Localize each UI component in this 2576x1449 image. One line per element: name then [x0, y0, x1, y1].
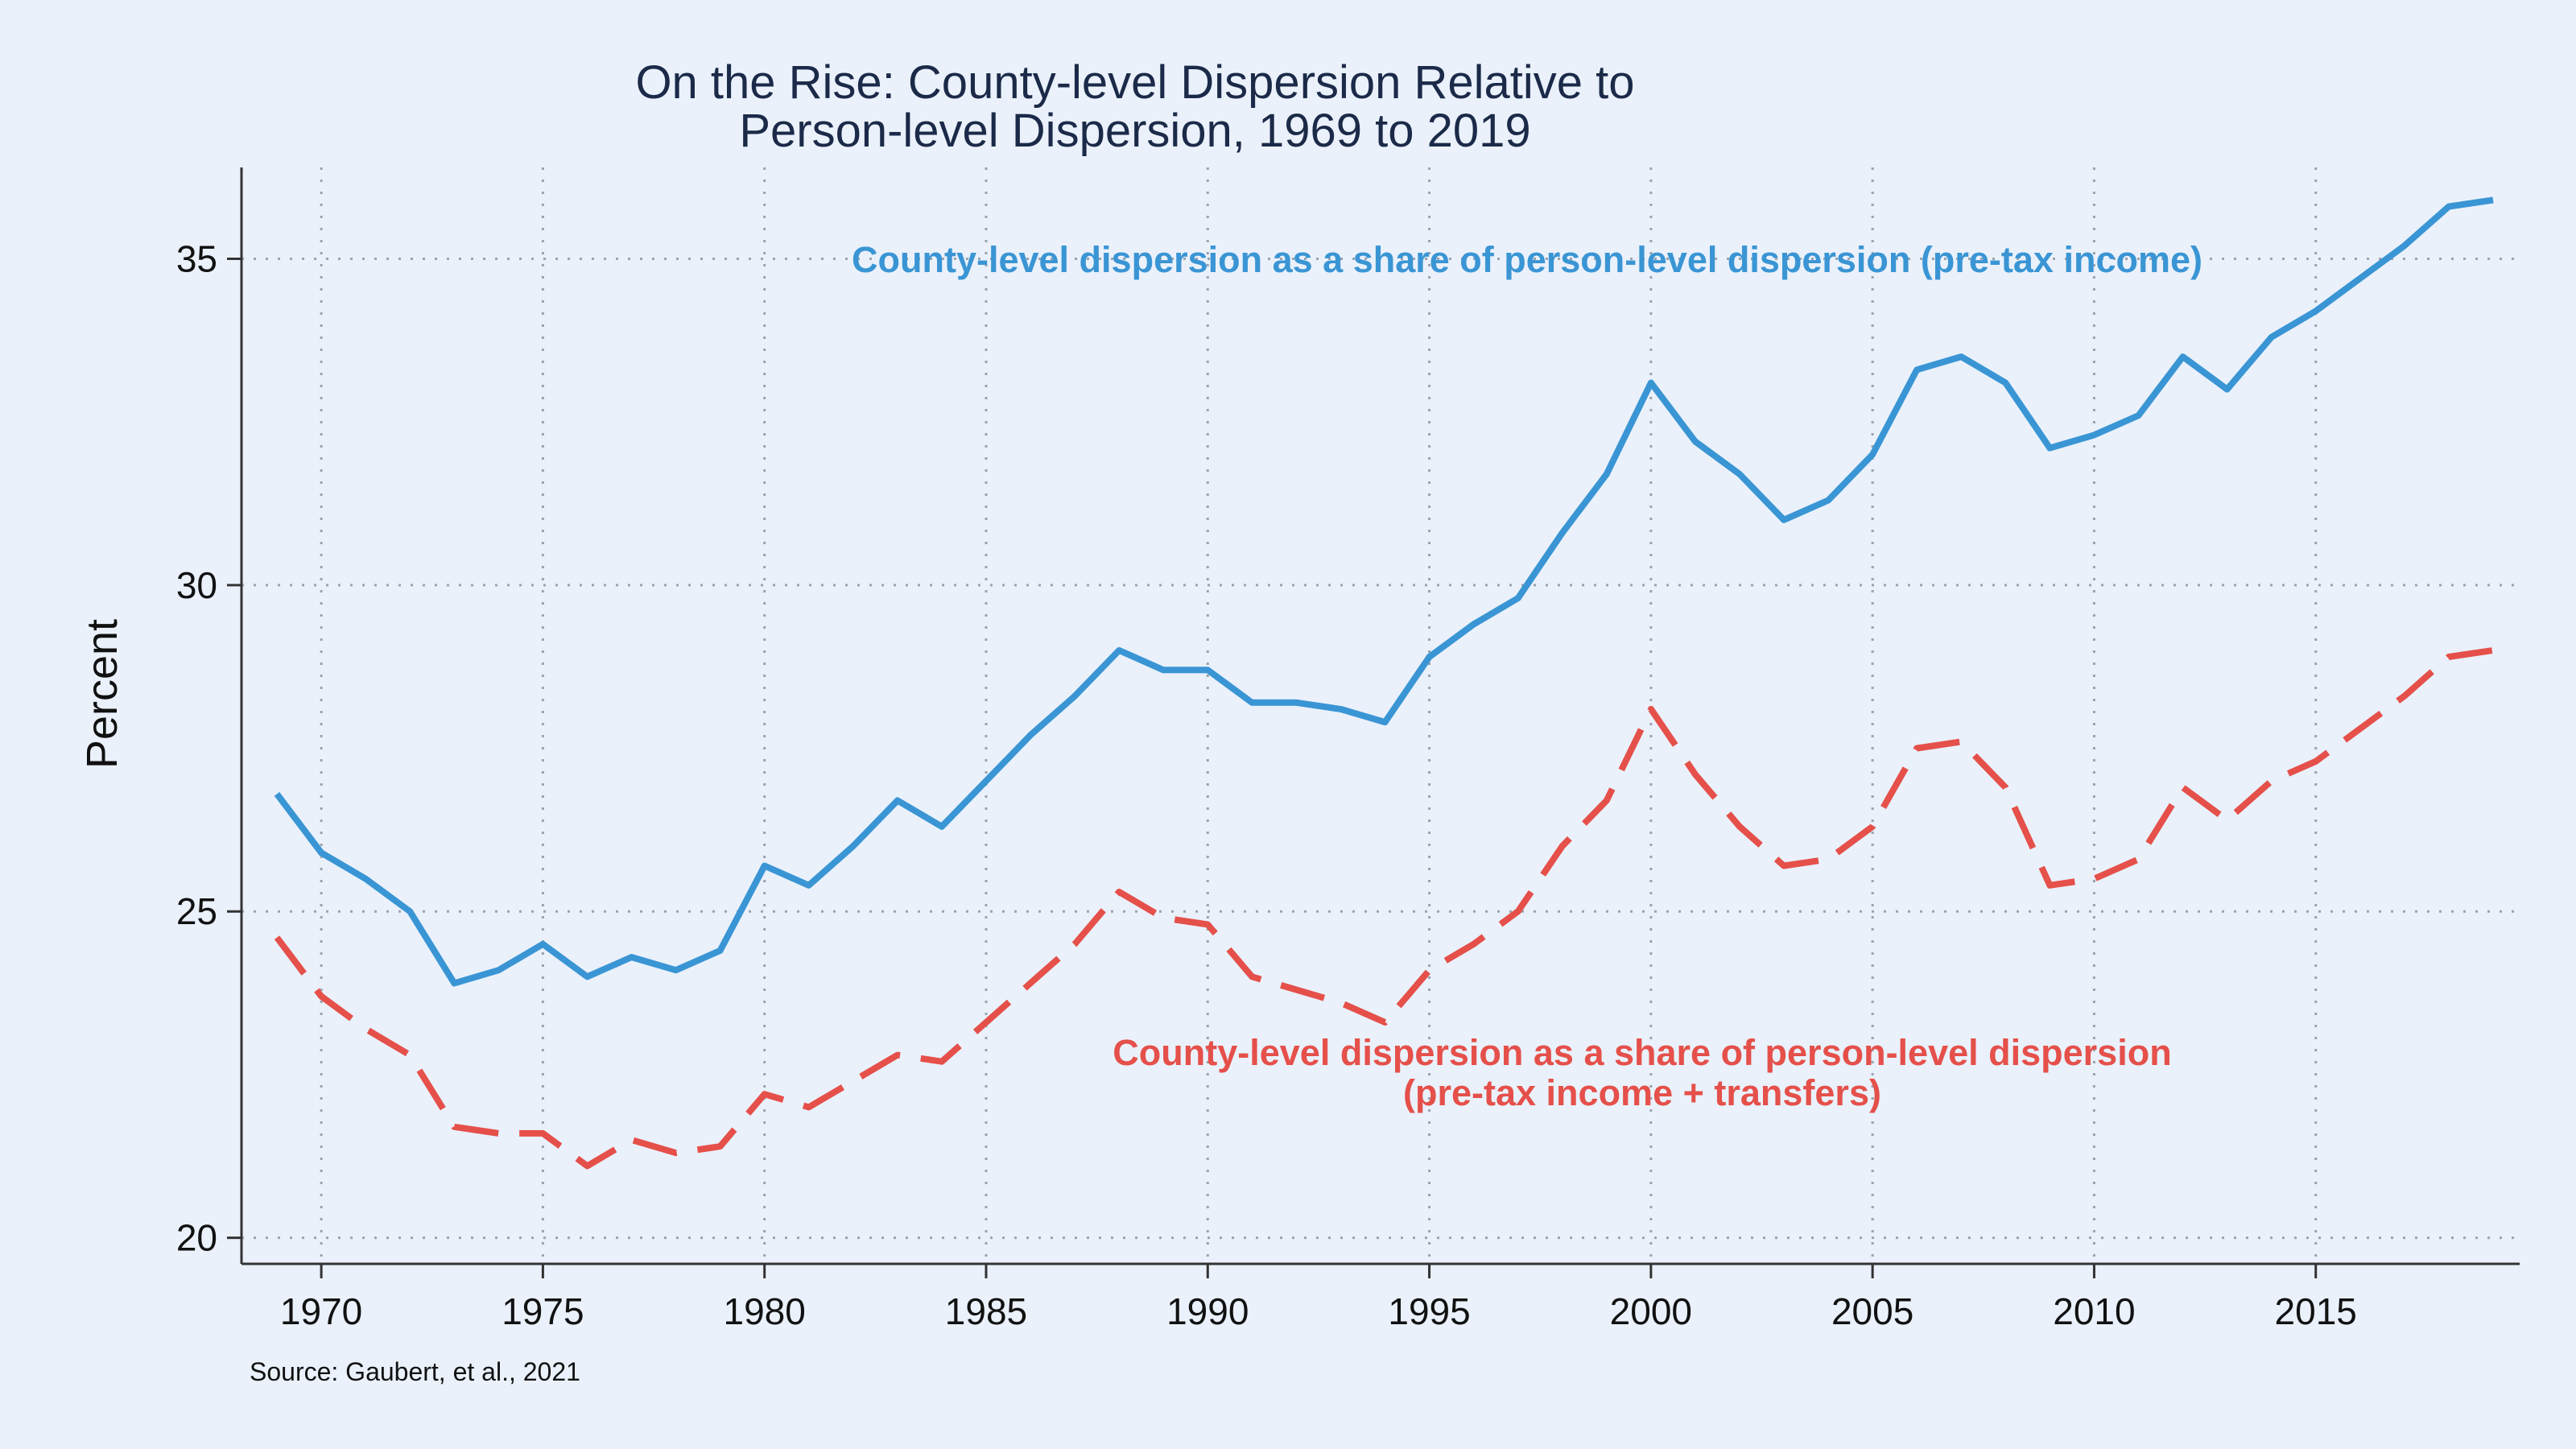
tick-layer: 20 25 30 35 1970 1975 1980 1985 1990 1995 2000 2005…	[176, 238, 2357, 1333]
x-tick-label: 2010	[2053, 1290, 2135, 1332]
y-tick-label: 25	[176, 890, 217, 932]
x-tick-label: 2015	[2275, 1290, 2357, 1332]
axis-layer	[240, 167, 2520, 1265]
x-tick-label: 1995	[1388, 1290, 1470, 1332]
x-tick-label: 2000	[1610, 1290, 1692, 1332]
pretax-income-line	[274, 196, 2494, 987]
source-note: Source: Gaubert, et al., 2021	[250, 1357, 580, 1386]
chart-title-line-1: On the Rise: County-level Dispersion Rel…	[635, 56, 1634, 109]
x-tick-label: 1985	[945, 1290, 1027, 1332]
y-tick-label: 35	[176, 238, 217, 280]
x-tick-label: 1975	[502, 1290, 584, 1332]
chart-title: On the Rise: County-level Dispersion Rel…	[635, 56, 1634, 157]
x-tick-label: 1970	[280, 1290, 362, 1332]
y-tick-label: 30	[176, 564, 217, 606]
pretax-series-annotation: County-level dispersion as a share of pe…	[852, 239, 2202, 280]
chart-title-line-2: Person-level Dispersion, 1969 to 2019	[739, 105, 1530, 157]
grid-layer	[242, 167, 2520, 1264]
pretax-plus-transfers-line	[274, 646, 2494, 1170]
y-axis-label: Percent	[78, 619, 126, 769]
transfers-series-annotation-line-2: (pre-tax income + transfers)	[1403, 1072, 1881, 1113]
x-tick-label: 2005	[1831, 1290, 1913, 1332]
x-tick-label: 1990	[1166, 1290, 1249, 1332]
y-tick-label: 20	[176, 1217, 217, 1259]
transfers-series-annotation-line-1: County-level dispersion as a share of pe…	[1113, 1032, 2171, 1073]
x-tick-label: 1980	[724, 1290, 806, 1332]
series-layer	[274, 196, 2494, 1170]
